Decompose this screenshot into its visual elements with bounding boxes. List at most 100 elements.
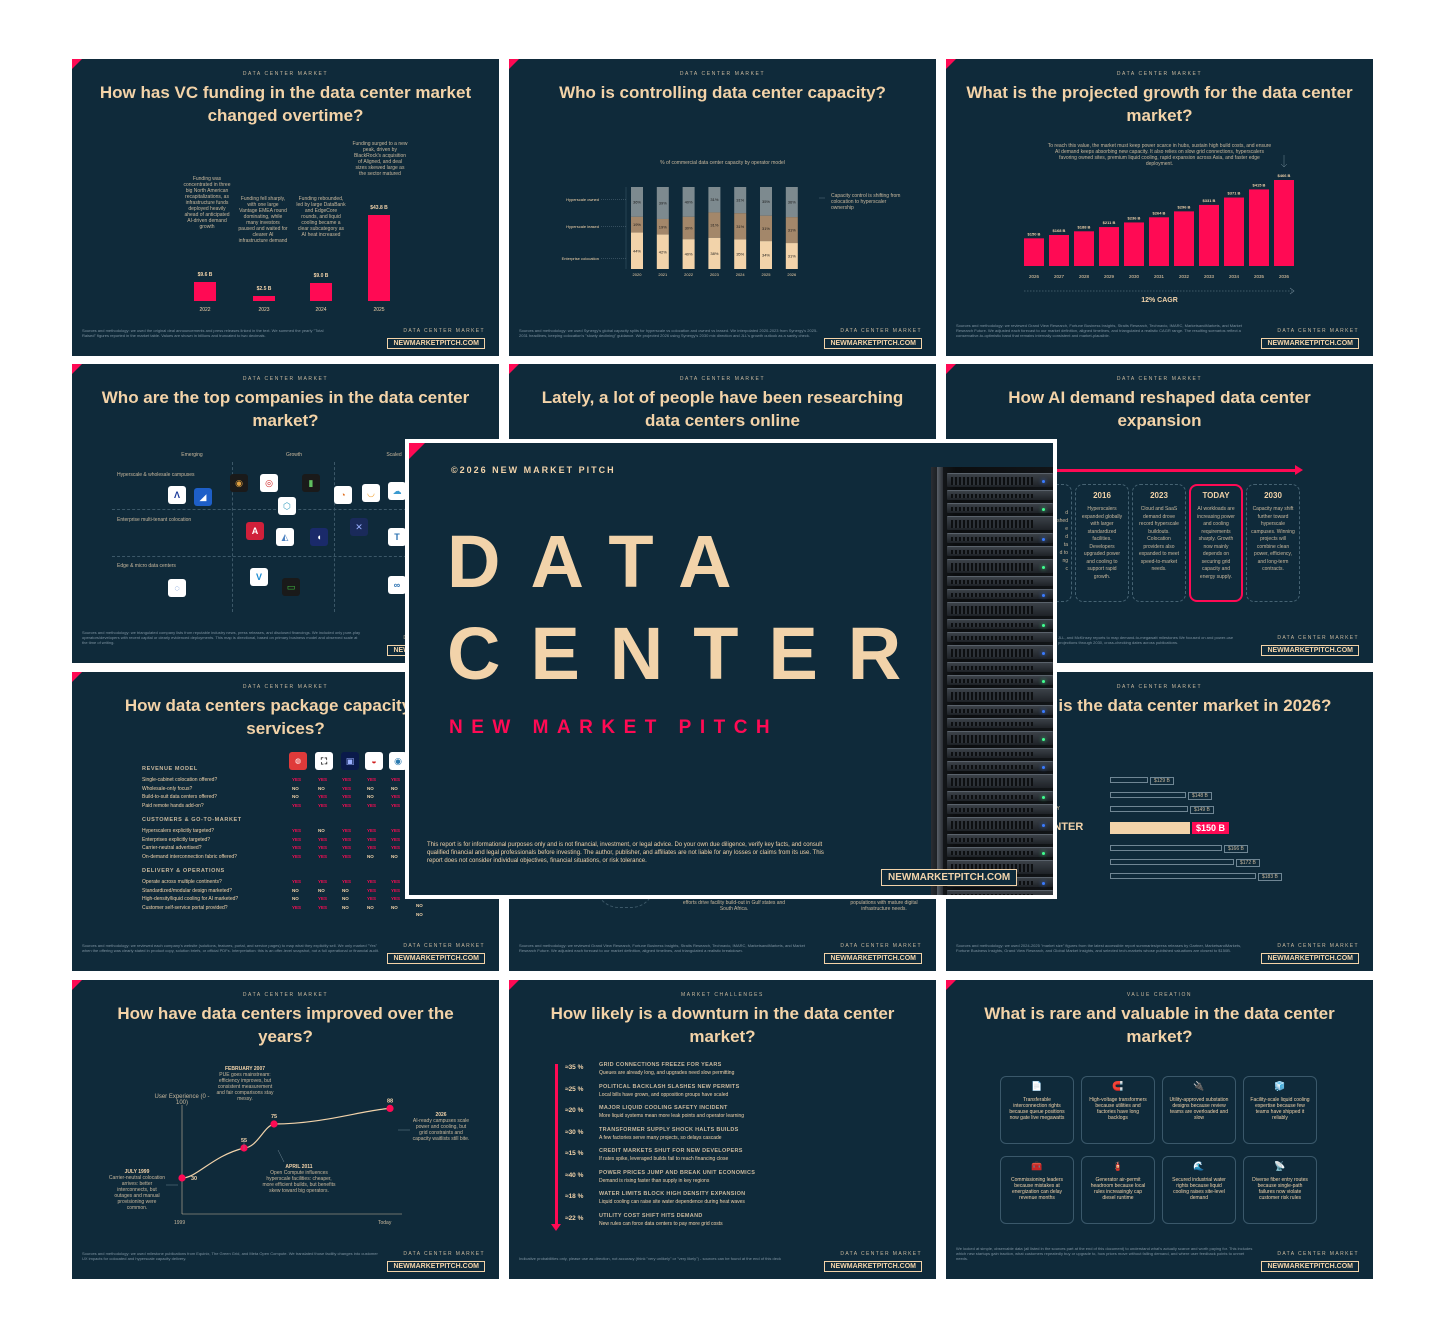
- partial-card-text: d shed e d ta d to ng c: [1057, 510, 1068, 572]
- series-label: Hyperscale owned: [566, 197, 599, 202]
- rack-led: [1042, 537, 1045, 541]
- x-tick-label: 2021: [658, 272, 668, 277]
- cover-site-link[interactable]: NEWMARKETPITCH.COM: [881, 869, 1018, 886]
- table-cell-value: YES: [318, 794, 328, 799]
- bar-value-label: $264 B: [1153, 210, 1166, 215]
- footer-label: DATA CENTER MARKET: [403, 1251, 485, 1257]
- rack-unit: [947, 576, 1053, 586]
- risk-list: ≈35 % GRID CONNECTIONS FREEZE FOR YEARS Qu…: [509, 980, 936, 1279]
- document-icon: 📄: [1031, 1081, 1043, 1091]
- capacity-stacked-chart: 36% 19% 44% 2020 39% 19% 42% 2021 40% 30% 40% 2022 3…: [562, 187, 825, 277]
- site-link[interactable]: NEWMARKETPITCH.COM: [824, 338, 922, 349]
- slide-title: Lately, a lot of people have been resear…: [541, 388, 904, 430]
- cover-disclaimer: This report is for informational purpose…: [427, 842, 824, 864]
- rack-unit: [947, 473, 1053, 487]
- rack-unit: [947, 718, 1053, 728]
- risk-probability: ≈30 %: [565, 1128, 584, 1136]
- bar-value-label: $296 B: [1178, 204, 1191, 209]
- table-row-question: Enterprises explicitly targeted?: [142, 836, 211, 843]
- timeline-card-partial: d shed e d ta d to ng c: [1046, 484, 1072, 602]
- value-card-text: Commissioning leaders because mistakes a…: [1011, 1177, 1063, 1201]
- slide-eyebrow: VALUE CREATION: [1126, 992, 1193, 998]
- table-row-question: Customer self-service portal provided?: [142, 904, 228, 911]
- risk-scale-line: [555, 1064, 558, 1224]
- stacked-segment: [682, 216, 695, 240]
- footer-label: DATA CENTER MARKET: [1277, 328, 1359, 334]
- column-scaled: Scaled: [386, 452, 402, 458]
- footer-label: DATA CENTER MARKET: [840, 328, 922, 334]
- card-year: 2030: [1264, 491, 1282, 500]
- value-card: 🌊 Secured industrial water rights because…: [1162, 1156, 1236, 1224]
- risk-heading: UTILITY COST SHIFT HITS DEMAND: [599, 1212, 703, 1219]
- x-tick-label: 2033: [1204, 274, 1215, 279]
- cover-corner-accent: [409, 443, 425, 459]
- segment-label: 19%: [659, 224, 667, 229]
- market-bar: [1110, 792, 1186, 798]
- segment-label: 31%: [710, 223, 718, 228]
- magnet-icon: 🧲: [1112, 1081, 1124, 1091]
- rack-unit: [947, 675, 1053, 685]
- stacked-segment: [682, 239, 695, 269]
- growth-bar: [1124, 222, 1144, 266]
- rack-led: [1042, 881, 1045, 885]
- segment-label: 19%: [633, 222, 641, 227]
- stacked-segment: [734, 187, 747, 214]
- site-link[interactable]: NEWMARKETPITCH.COM: [387, 338, 485, 349]
- x-tick-label: 2026: [787, 272, 797, 277]
- growth-bar: [1199, 204, 1219, 266]
- x-tick-label: 2036: [1279, 274, 1290, 279]
- table-cell-value: NO: [391, 785, 398, 791]
- rack-unit: [947, 602, 1053, 616]
- site-link[interactable]: NEWMARKETPITCH.COM: [824, 1261, 922, 1272]
- segment-label: 42%: [659, 249, 667, 254]
- toolbox-icon: 🧰: [1031, 1161, 1043, 1171]
- table-row-question: Paid remote hands add-on?: [142, 802, 204, 809]
- grid-divider: [232, 462, 233, 612]
- stacked-segment: [760, 187, 772, 216]
- table-cell-value: YES: [292, 802, 302, 808]
- rack-unit: [947, 774, 1053, 788]
- table-row-question: Single-cabinet colocation offered?: [142, 777, 218, 783]
- rack-led: [1042, 709, 1045, 713]
- timeline-card-2030: 2030 Capacity may shift further toward h…: [1246, 484, 1300, 602]
- rack-unit: [947, 662, 1053, 672]
- x-tick-label: 2031: [1154, 274, 1165, 279]
- site-link[interactable]: NEWMARKETPITCH.COM: [1261, 953, 1359, 964]
- site-link[interactable]: NEWMARKETPITCH.COM: [1261, 338, 1359, 349]
- point-label: 75: [271, 1114, 277, 1120]
- rack-unit: [947, 632, 1053, 642]
- x-tick-label: 2022: [684, 272, 694, 277]
- card-text: AI workloads are increasing power and co…: [1197, 506, 1235, 580]
- ice-cube-icon: 🧊: [1274, 1081, 1286, 1091]
- table-cell-value: NO: [318, 887, 325, 893]
- growth-bar: [1249, 189, 1269, 266]
- column-growth: Growth: [285, 452, 303, 458]
- site-link[interactable]: NEWMARKETPITCH.COM: [1261, 645, 1359, 656]
- risk-subtext: Demand is rising faster than supply in k…: [599, 1177, 710, 1184]
- cover-title-line1: DATA: [447, 520, 762, 603]
- rack-unit-vents: [951, 851, 1033, 855]
- company-logo: ⛶: [315, 752, 333, 770]
- risk-subtext: Local bills have grown, and opposition g…: [599, 1091, 729, 1098]
- slide-eyebrow: DATA CENTER MARKET: [242, 684, 329, 690]
- site-link[interactable]: NEWMARKETPITCH.COM: [387, 1261, 485, 1272]
- timeline-arrow: [1046, 469, 1296, 472]
- market-bar: [1110, 845, 1222, 851]
- slide-title: How have data centers improved over the …: [117, 1004, 454, 1046]
- funding-bar: [310, 283, 332, 301]
- site-link[interactable]: NEWMARKETPITCH.COM: [824, 953, 922, 964]
- slide-eyebrow: DATA CENTER MARKET: [1116, 71, 1203, 77]
- site-link[interactable]: NEWMARKETPITCH.COM: [1261, 1261, 1359, 1272]
- source-note: We looked at simple, observable data (al…: [956, 1246, 1253, 1261]
- table-cell-value: YES: [318, 777, 328, 782]
- x-end-label: Today: [378, 1220, 392, 1226]
- rack-unit-vents: [951, 649, 1033, 657]
- rack-unit-vents: [951, 623, 1033, 627]
- rack-unit-vents: [951, 477, 1033, 485]
- company-logo: ⬡: [278, 497, 296, 515]
- table-cell-value: YES: [367, 896, 377, 901]
- source-note: Indicative probabilities only, please us…: [519, 1256, 781, 1261]
- annotation-head: JULY 1999: [124, 1169, 150, 1175]
- site-link[interactable]: NEWMARKETPITCH.COM: [387, 953, 485, 964]
